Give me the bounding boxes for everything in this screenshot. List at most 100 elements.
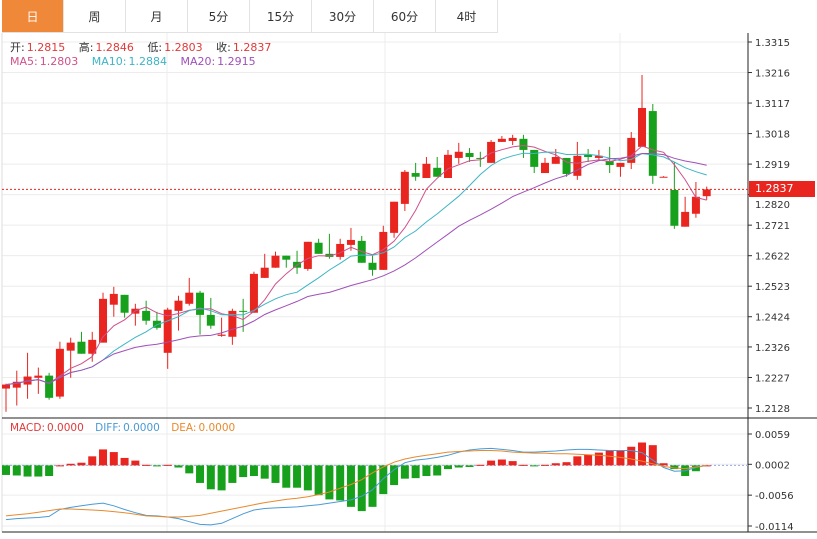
candle-down: [433, 167, 442, 177]
macd-bar: [346, 465, 355, 507]
tab-60min[interactable]: 60分: [374, 0, 436, 32]
macd-bar: [142, 464, 151, 466]
tab-30min[interactable]: 30分: [312, 0, 374, 32]
macd-bar: [379, 465, 388, 495]
macd-bar: [627, 446, 636, 466]
candle-up: [541, 162, 549, 174]
candle-down: [584, 154, 593, 158]
macd-bar: [519, 464, 528, 466]
ohlc-legend: 开: 1.2815 高: 1.2846 低: 1.2803 收: 1.2837: [10, 39, 281, 55]
candle-up: [454, 151, 463, 158]
tab-day[interactable]: 日: [2, 0, 64, 32]
macd-bar: [282, 465, 291, 488]
y-tick-label: 1.2523: [755, 282, 790, 293]
candle-up: [185, 292, 194, 304]
macd-bar: [2, 465, 10, 475]
candle-up: [627, 137, 636, 163]
candle-up: [616, 162, 625, 167]
macd-bar: [487, 460, 496, 466]
macd-bar: [55, 465, 64, 467]
diff-label: DIFF:: [95, 422, 122, 434]
diff-line: [5, 447, 707, 526]
candle-up: [681, 211, 690, 227]
macd-value: 0.0000: [47, 422, 84, 434]
macd-bar: [260, 465, 269, 479]
macd-bar: [23, 465, 32, 477]
macd-bar: [45, 465, 54, 477]
macd-bar: [541, 464, 549, 466]
macd-bar: [12, 465, 21, 476]
candle-down: [670, 190, 679, 226]
y-tick-label: 1.3018: [755, 130, 790, 141]
open-value: 1.2815: [26, 41, 66, 54]
high-label: 高:: [78, 41, 94, 54]
macd-bar: [594, 452, 603, 466]
macd-bar: [34, 465, 43, 477]
candle-down: [206, 314, 215, 326]
low-value: 1.2803: [164, 41, 203, 54]
tab-5min[interactable]: 5分: [188, 0, 250, 32]
candle-down: [77, 341, 86, 354]
dea-label: DEA:: [171, 422, 197, 434]
candle-down: [605, 161, 614, 166]
tab-15min[interactable]: 15分: [250, 0, 312, 32]
macd-bar: [497, 459, 506, 466]
macd-bar: [249, 465, 258, 477]
y-tick-label: 1.2326: [755, 343, 790, 354]
candle-down: [196, 292, 205, 315]
candle-up: [573, 155, 582, 176]
macd-bar: [293, 465, 302, 488]
ma5-value: 1.2803: [39, 55, 79, 68]
tab-4hour[interactable]: 4时: [436, 0, 498, 32]
candle-down: [530, 149, 539, 167]
candle-up: [691, 196, 700, 214]
candle-up: [163, 309, 172, 353]
candle-up: [497, 138, 506, 142]
candle-down: [465, 153, 474, 158]
candle-down: [239, 310, 248, 312]
macd-bar: [325, 465, 334, 500]
candle-down: [45, 375, 54, 398]
macd-bar: [400, 465, 409, 479]
candle-up: [12, 381, 21, 388]
macd-tick-label: 0.0002: [755, 460, 790, 471]
macd-bar: [433, 465, 442, 476]
macd-bar: [196, 465, 205, 483]
low-label: 低:: [147, 41, 163, 54]
macd-bar: [88, 456, 97, 466]
y-tick-label: 1.2227: [755, 373, 790, 384]
tab-week[interactable]: 周: [64, 0, 126, 32]
ma5-line: [5, 144, 707, 386]
tab-month[interactable]: 月: [126, 0, 188, 32]
y-tick-label: 1.2622: [755, 252, 790, 263]
candle-down: [282, 255, 291, 260]
macd-bar: [66, 463, 75, 466]
macd-bar: [77, 462, 86, 466]
candle-up: [34, 375, 43, 378]
y-tick-label: 1.2424: [755, 313, 790, 324]
macd-bar: [454, 465, 463, 468]
candle-down: [325, 253, 334, 257]
candle-up: [594, 155, 603, 158]
close-value: 1.2837: [232, 41, 272, 54]
macd-tick-label: -0.0114: [755, 522, 794, 533]
macd-bar: [109, 452, 118, 466]
candle-up: [2, 384, 10, 389]
ma-legend: MA5: 1.2803 MA10: 1.2884 MA20: 1.2915: [10, 55, 258, 68]
candle-up: [88, 339, 97, 354]
macd-bar: [239, 465, 248, 478]
macd-bar: [411, 465, 420, 479]
current-price-tag: 1.2837: [749, 181, 815, 197]
dea-line: [5, 450, 707, 518]
macd-bar: [562, 462, 571, 466]
macd-bar: [390, 465, 399, 486]
macd-bar: [152, 465, 161, 467]
macd-bar: [508, 461, 517, 466]
macd-bar: [691, 465, 700, 472]
candle-down: [120, 294, 129, 313]
diff-value: 0.0000: [123, 422, 160, 434]
candle-up: [109, 293, 118, 305]
ma20-value: 1.2915: [217, 55, 256, 68]
y-tick-label: 1.2919: [755, 160, 790, 171]
